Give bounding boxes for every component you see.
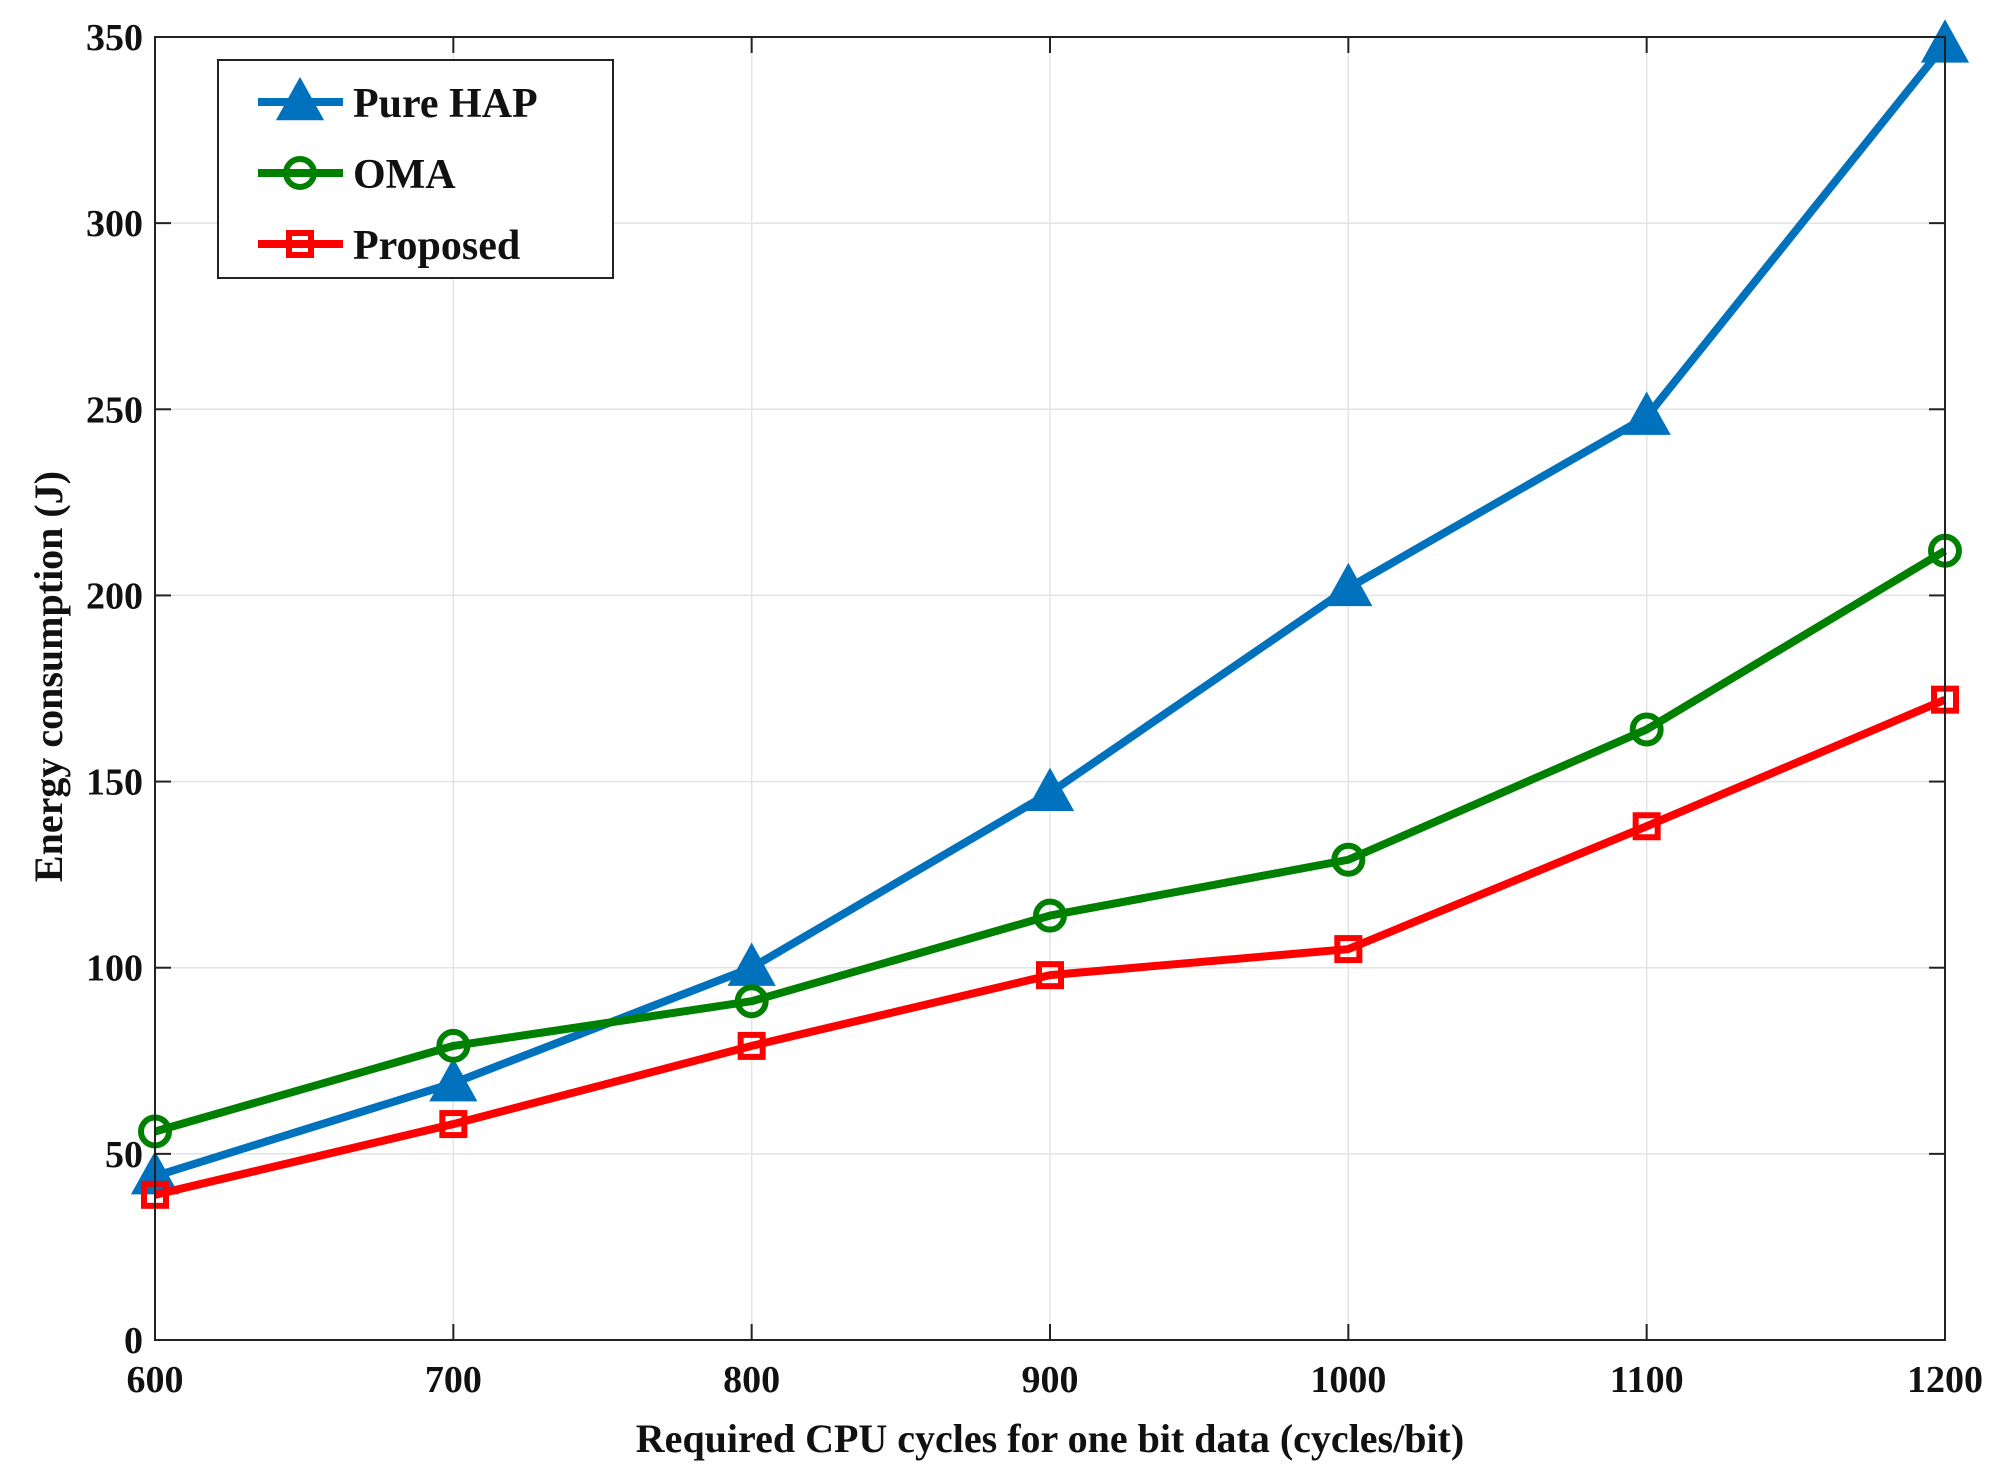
legend-marker-square (286, 230, 314, 258)
series-line (154, 695, 1947, 1199)
y-tick-label: 100 (86, 948, 143, 990)
y-tick-label: 50 (105, 1134, 143, 1176)
x-tick-label: 600 (127, 1359, 184, 1401)
x-tick-label: 1000 (1310, 1359, 1386, 1401)
legend-label: Proposed (353, 223, 520, 269)
axis-ticks: 600 700 800 900 1000 1100 1200 0 50 100 150 200 250 3… (86, 17, 1983, 1401)
legend-marker-triangle (275, 76, 325, 121)
data-point-triangle (1025, 767, 1075, 811)
data-point-triangle (1324, 562, 1373, 607)
data-point-triangle (727, 942, 776, 986)
data-point-triangle (1622, 391, 1671, 435)
x-tick-label: 1100 (1610, 1359, 1684, 1401)
data-point-square (1632, 812, 1661, 841)
x-tick-label: 800 (723, 1359, 780, 1401)
legend: Pure HAP OMA Proposed (217, 59, 614, 279)
data-point-square (1334, 935, 1363, 964)
legend-marker-circle (283, 156, 317, 190)
data-point-square (439, 1110, 468, 1139)
y-tick-label: 0 (124, 1320, 143, 1362)
legend-label: OMA (353, 152, 456, 198)
data-point-circle (1629, 712, 1664, 747)
data-point-triangle (429, 1057, 478, 1102)
x-tick-label: 900 (1022, 1359, 1079, 1401)
x-tick-label: 1200 (1907, 1359, 1983, 1401)
legend-item: OMA (258, 152, 456, 198)
y-tick-label: 350 (86, 17, 143, 59)
y-axis-title: Energy consumption (J) (26, 471, 71, 882)
y-tick-label: 250 (86, 389, 143, 431)
series-lines (130, 19, 1970, 1209)
series-line (153, 547, 1948, 1136)
x-tick-label: 700 (425, 1359, 482, 1401)
series-oma (138, 533, 1962, 1149)
legend-label: Pure HAP (353, 81, 538, 127)
legend-item: Pure HAP (258, 76, 538, 127)
data-point-circle (734, 984, 769, 1019)
data-point-square (1036, 961, 1064, 990)
legend-item: Proposed (258, 223, 520, 269)
data-point-square (737, 1031, 766, 1060)
data-point-circle (1331, 842, 1366, 877)
data-point-circle (436, 1028, 471, 1063)
data-point-circle (1033, 898, 1067, 933)
y-tick-label: 150 (86, 762, 143, 804)
x-axis-title: Required CPU cycles for one bit data (cy… (636, 1416, 1464, 1461)
y-tick-label: 300 (86, 203, 143, 245)
y-tick-label: 200 (86, 575, 143, 617)
